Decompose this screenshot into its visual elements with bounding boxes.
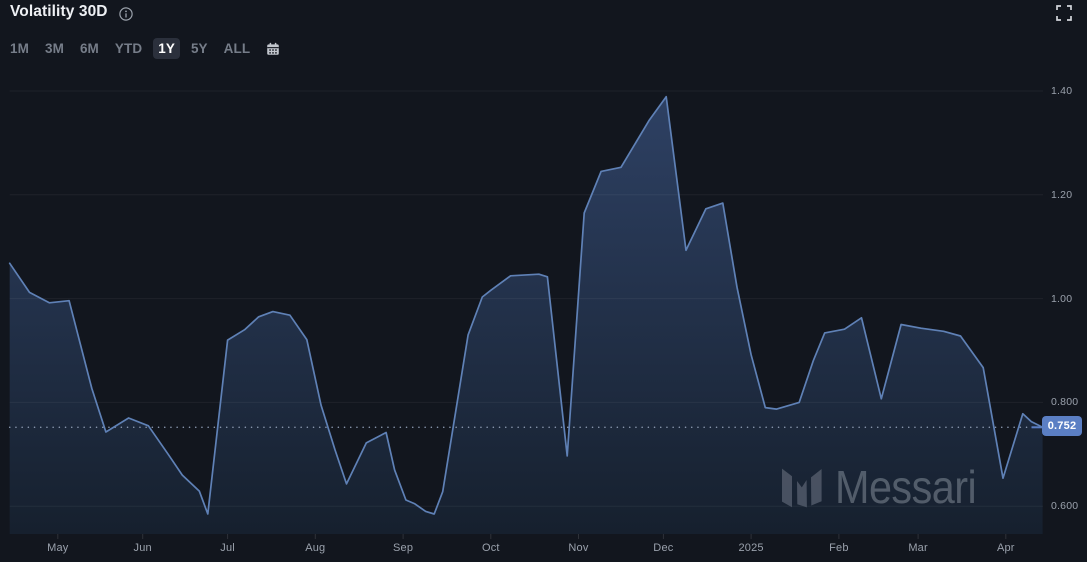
range-button-5y[interactable]: 5Y xyxy=(190,41,208,56)
range-button-6m[interactable]: 6M xyxy=(79,41,99,56)
x-axis-label-Jun: Jun xyxy=(133,542,152,554)
calendar-button[interactable] xyxy=(266,42,280,56)
series-line xyxy=(8,95,1044,515)
x-axis-label-Feb: Feb xyxy=(829,542,849,554)
range-button-ytd[interactable]: YTD xyxy=(114,41,143,56)
calendar-icon xyxy=(267,42,280,55)
x-axis-label-Oct: Oct xyxy=(481,542,500,554)
x-axis-label-Mar: Mar xyxy=(908,542,928,554)
fullscreen-expand-icon[interactable] xyxy=(1056,5,1072,21)
x-axis-label-Apr: Apr xyxy=(996,542,1015,554)
info-icon[interactable] xyxy=(119,7,133,21)
chart-title: Volatility 30D xyxy=(10,3,108,20)
x-axis-label-Nov: Nov xyxy=(568,542,589,554)
y-axis-label-0.600: 0.600 xyxy=(1051,500,1079,513)
range-button-3m[interactable]: 3M xyxy=(44,41,64,56)
range-button-1m[interactable]: 1M xyxy=(10,41,29,56)
x-axis-label-Aug: Aug xyxy=(305,542,326,554)
area-fill xyxy=(9,96,1043,534)
x-axis-label-May: May xyxy=(47,542,69,554)
x-axis-label-Jul: Jul xyxy=(220,542,235,554)
y-axis-label-1.20: 1.20 xyxy=(1051,188,1073,201)
range-toolbar: 1M 3M 6M YTD 1Y 5Y ALL xyxy=(10,38,280,59)
y-axis-label-0.800: 0.800 xyxy=(1051,396,1079,409)
x-axis-label-2025: 2025 xyxy=(738,542,764,554)
range-button-1y[interactable]: 1Y xyxy=(153,38,180,59)
y-axis-label-1.40: 1.40 xyxy=(1051,85,1073,97)
x-axis-label-Sep: Sep xyxy=(393,542,414,554)
x-axis-label-Dec: Dec xyxy=(653,542,674,554)
range-button-all[interactable]: ALL xyxy=(223,41,251,56)
last-value-badge: 0.752 xyxy=(1042,416,1082,436)
y-axis-label-1.00: 1.00 xyxy=(1051,292,1073,305)
